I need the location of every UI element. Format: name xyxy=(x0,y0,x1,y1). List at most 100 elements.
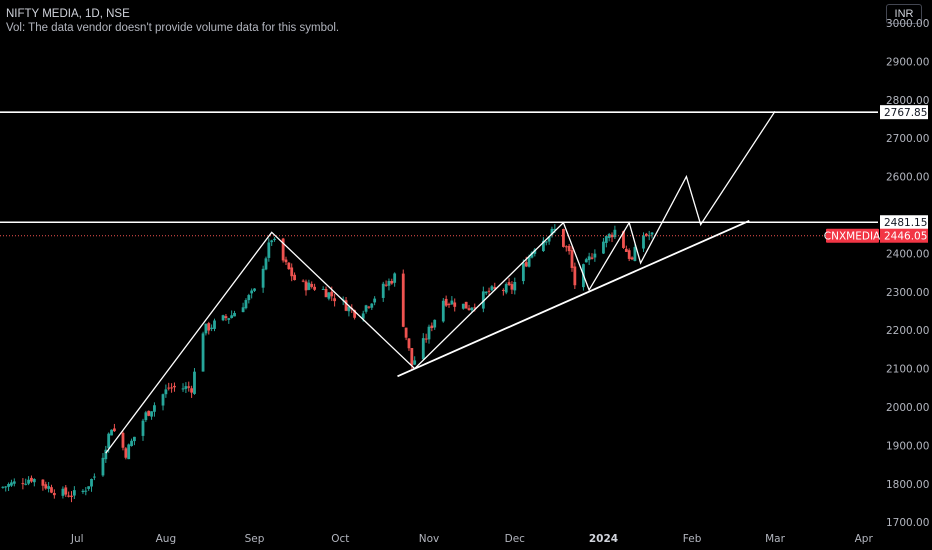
y-tick-label: 2600.00 xyxy=(886,172,929,184)
candle-body xyxy=(333,298,337,302)
volume-note: Vol: The data vendor doesn't provide vol… xyxy=(6,22,340,34)
candle-body xyxy=(507,282,511,285)
resistance-lower-label-bg xyxy=(880,215,928,230)
currency-button[interactable]: INR xyxy=(886,4,922,24)
candle-body xyxy=(504,284,508,293)
x-tick-label: Sep xyxy=(245,533,265,545)
candle-body xyxy=(204,323,208,334)
candle-body xyxy=(153,405,156,412)
candle-body xyxy=(393,273,397,283)
candle-body xyxy=(241,307,245,313)
candle-body xyxy=(510,284,514,290)
candle-body xyxy=(72,490,76,496)
candle-body xyxy=(21,483,25,485)
candle-body xyxy=(250,290,254,294)
candle-body xyxy=(193,371,196,394)
candle-body xyxy=(467,308,471,311)
drawings xyxy=(105,110,776,454)
candle-body xyxy=(527,256,531,267)
candle-body xyxy=(364,305,368,312)
candle-body xyxy=(327,292,331,299)
candle-body xyxy=(244,300,248,309)
candle-body xyxy=(227,318,231,320)
candle-body xyxy=(633,247,637,261)
candle-body xyxy=(64,487,68,495)
zigzag-rally xyxy=(105,110,776,454)
candle-body xyxy=(133,436,136,442)
candle-body xyxy=(253,288,256,291)
candle-body xyxy=(87,486,91,489)
candle-body xyxy=(233,312,236,317)
candle-body xyxy=(301,280,305,282)
candle-body xyxy=(627,250,631,259)
candle-body xyxy=(170,387,173,389)
candle-body xyxy=(107,433,111,449)
candle-body xyxy=(490,286,494,291)
candle-body xyxy=(387,280,391,286)
candle-body xyxy=(484,291,488,294)
y-tick-label: 1900.00 xyxy=(886,440,929,452)
chart-title: NIFTY MEDIA, 1D, NSE xyxy=(6,8,130,20)
candle-body xyxy=(370,303,374,308)
candle-body xyxy=(41,479,45,486)
candle-body xyxy=(593,253,597,258)
candle-body xyxy=(650,232,654,235)
candle-body xyxy=(321,288,325,290)
candle-body xyxy=(90,479,93,487)
candle-body xyxy=(390,280,394,284)
candle-body xyxy=(473,307,477,309)
candle-body xyxy=(12,481,16,484)
candle-body xyxy=(32,479,36,483)
candle-body xyxy=(441,300,445,322)
candle-body xyxy=(550,228,554,235)
candle-body xyxy=(307,282,311,290)
price-axis: 1700.00 1800.00 1900.00 2000.00 2100.00 2200.… xyxy=(886,18,929,529)
candle-body xyxy=(644,233,648,236)
candle-body xyxy=(273,238,276,241)
candle-body xyxy=(567,245,571,252)
y-tick-label: 2700.00 xyxy=(886,133,929,145)
candle-body xyxy=(287,262,291,270)
candle-body xyxy=(513,282,517,291)
candle-body xyxy=(470,307,474,311)
candle-body xyxy=(464,301,468,309)
candle-body xyxy=(112,428,116,432)
candle-body xyxy=(267,242,271,258)
candle-body xyxy=(161,394,165,406)
y-tick-label: 1700.00 xyxy=(886,517,929,529)
symbol-label-bg xyxy=(826,228,879,243)
y-tick-label: 2200.00 xyxy=(886,325,929,337)
candle-body xyxy=(52,493,56,496)
candle-body xyxy=(104,449,108,460)
candle-body xyxy=(401,273,405,327)
current-price-label: 2446.05 xyxy=(884,231,927,243)
candle-body xyxy=(61,488,65,496)
current-price-label-bg xyxy=(880,228,928,243)
candle-body xyxy=(481,291,485,309)
candle-body xyxy=(433,319,437,328)
candle-body xyxy=(361,313,365,319)
candle-body xyxy=(521,263,525,282)
x-tick-label: Apr xyxy=(855,533,874,545)
candle-body xyxy=(461,303,465,309)
candle-body xyxy=(547,236,551,242)
candle-body xyxy=(404,327,408,338)
candle-body xyxy=(70,495,73,497)
candle-body xyxy=(424,338,428,340)
y-tick-label: 2000.00 xyxy=(886,402,929,414)
candle-body xyxy=(147,410,151,416)
candle-body xyxy=(81,490,85,492)
candle-body xyxy=(27,479,30,484)
candle-body xyxy=(450,300,454,305)
candle-body xyxy=(553,228,557,231)
candle-body xyxy=(207,323,211,331)
y-tick-label: 2100.00 xyxy=(886,364,929,376)
candle-body xyxy=(344,300,348,311)
candle-body xyxy=(101,457,105,476)
candle-body xyxy=(604,236,608,243)
candle-body xyxy=(24,483,28,485)
candle-body xyxy=(324,288,328,298)
candle-body xyxy=(290,267,294,277)
candle-body xyxy=(487,290,491,292)
